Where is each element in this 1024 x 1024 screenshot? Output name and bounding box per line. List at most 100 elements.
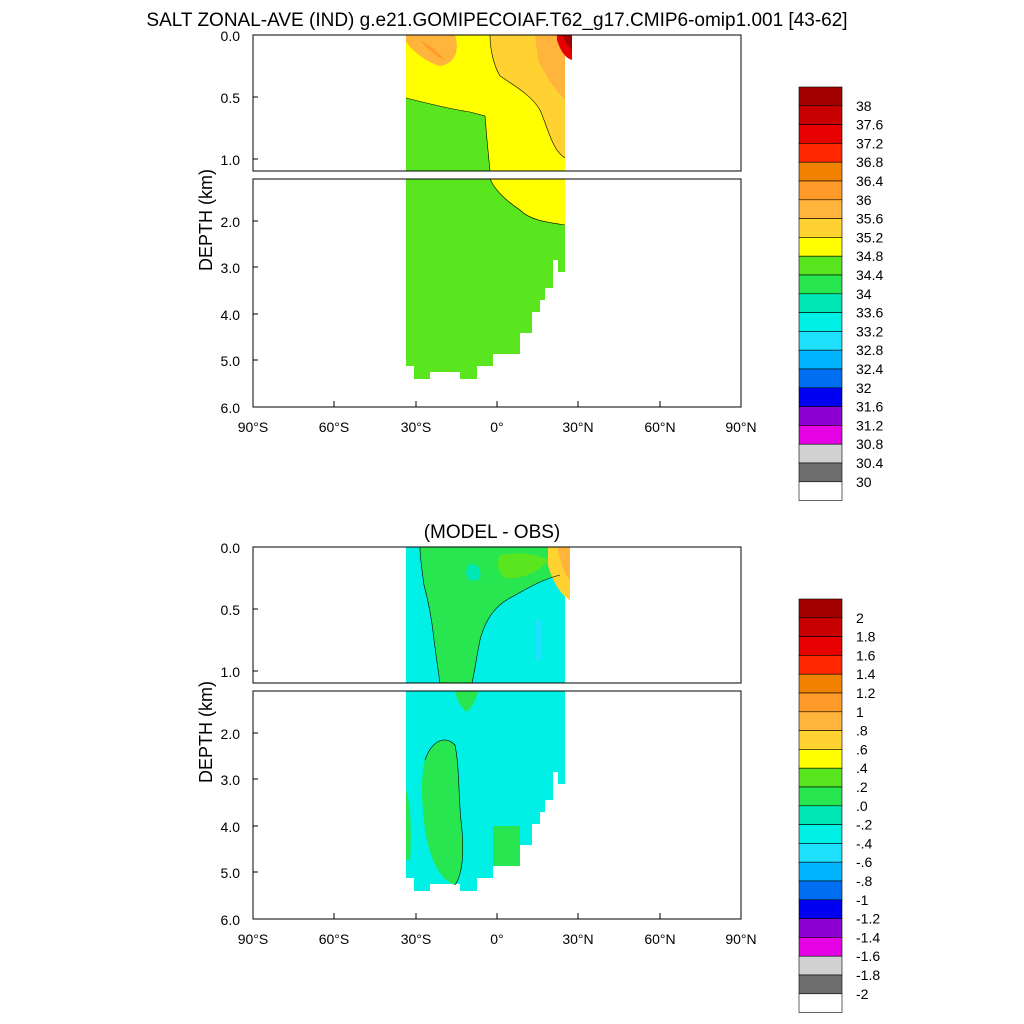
tick-label: 60°S [319, 419, 350, 435]
region-yellow-deep [490, 179, 565, 225]
colorbar-label: 33.2 [856, 323, 883, 339]
colorbar-swatch [798, 767, 843, 788]
colorbar-label: 36.8 [856, 154, 883, 170]
colorbar: 38 37.6 37.2 36.8 36.4 36 35.6 35.2 34.8 34.4 34 33… [798, 86, 883, 501]
tick-label: 90°N [725, 419, 756, 435]
contour-line [471, 574, 561, 684]
colorbar-label: .6 [856, 741, 868, 757]
tick-label: 0° [490, 419, 503, 435]
contour-line [424, 739, 464, 886]
colorbar-swatch [798, 312, 843, 332]
colorbar-label: 32.4 [856, 361, 883, 377]
colorbar-label: -.6 [856, 854, 873, 870]
tick-label: 60°S [319, 931, 350, 947]
colorbar-swatch [798, 730, 843, 750]
colorbar-label: .4 [856, 760, 868, 776]
tick-label: 30°S [401, 419, 432, 435]
colorbar-label: -1.6 [856, 948, 880, 964]
colorbar-label: .8 [856, 723, 868, 739]
colorbar-label: 31.6 [856, 399, 883, 415]
tick-label: 6.0 [221, 912, 241, 928]
region-orange [558, 547, 570, 580]
tick-label: 0.5 [221, 90, 241, 106]
colorbar-label: 1 [856, 704, 864, 720]
colorbar-label: 30.4 [856, 455, 883, 471]
tick-label: 60°N [644, 419, 675, 435]
colorbar-swatch [798, 105, 843, 125]
colorbar-label: 30 [856, 474, 872, 490]
colorbar-swatch [798, 786, 843, 807]
colorbar-swatch [798, 955, 843, 976]
colorbar-swatch [798, 425, 843, 445]
colorbar-swatch [798, 143, 843, 163]
colorbar-swatch [798, 349, 843, 370]
tick-label: 1.0 [221, 664, 241, 680]
colorbar-label: -1.8 [856, 967, 880, 983]
colorbar-swatch [798, 368, 843, 389]
colorbar-label: -1.4 [856, 929, 880, 945]
tick-label: 90°S [238, 419, 269, 435]
y-axis-label: DEPTH (km) [196, 681, 216, 783]
contour-field-upper [405, 34, 572, 172]
colorbar-label: -1 [856, 892, 869, 908]
colorbar-swatch [798, 749, 843, 769]
panel-salinity: SALT ZONAL-AVE (IND) g.e21.GOMIPECOIAF.T… [146, 10, 883, 501]
colorbar-label: .2 [856, 779, 868, 795]
region-green-deep [455, 691, 478, 712]
tick-label: 0.0 [221, 540, 241, 556]
tick-label: 60°N [644, 931, 675, 947]
tick-label: 90°N [725, 931, 756, 947]
x-axis: 90°S 60°S 30°S 0° 30°N 60°N 90°N [238, 913, 757, 947]
colorbar-label: 36 [856, 192, 872, 208]
colorbar-swatch [798, 617, 843, 637]
tick-label: 5.0 [221, 865, 241, 881]
colorbar-label: 34.4 [856, 267, 883, 283]
colorbar-label: 37.2 [856, 135, 883, 151]
colorbar-label: 31.2 [856, 417, 883, 433]
colorbar-swatch [798, 387, 843, 407]
region-cyan-pocket [536, 620, 541, 660]
contour-field-lower [406, 691, 565, 891]
plot-frame-upper [252, 546, 742, 684]
colorbar: 21.81.61.41.21.8.6.4.2.0-.2-.4-.6-.8-1-1… [798, 598, 880, 1013]
region-green-deep [421, 740, 463, 885]
colorbar-swatch [798, 274, 843, 295]
colorbar-swatch [798, 255, 843, 276]
colorbar-swatch [798, 843, 843, 863]
plot-frame-upper [252, 34, 742, 172]
colorbar-label: -.8 [856, 873, 873, 889]
colorbar-label: 32 [856, 380, 872, 396]
colorbar-swatch [798, 993, 843, 1013]
tick-label: 1.0 [221, 152, 241, 168]
colorbar-swatch [798, 180, 843, 201]
colorbar-swatch [798, 861, 843, 882]
colorbar-swatch [798, 462, 843, 483]
colorbar-swatch [798, 161, 843, 182]
tick-label: 30°N [562, 419, 593, 435]
region-lightgreen [497, 553, 548, 579]
colorbar-swatch [798, 598, 843, 619]
x-axis: 90°S 60°S 30°S 0° 30°N 60°N 90°N [238, 401, 757, 435]
tick-label: 3.0 [221, 772, 241, 788]
contour-line [419, 546, 441, 684]
colorbar-label: 2 [856, 610, 864, 626]
colorbar-swatch [798, 636, 843, 656]
colorbar-label: .0 [856, 798, 868, 814]
region-darkred [563, 35, 572, 50]
colorbar-label: -.4 [856, 835, 873, 851]
region-green-deep [493, 826, 520, 866]
tick-label: 0° [490, 931, 503, 947]
colorbar-label: 35.2 [856, 229, 883, 245]
region-cyan-pocket [466, 564, 481, 581]
colorbar-swatch [798, 880, 843, 901]
colorbar-swatch [798, 443, 843, 464]
colorbar-label: 36.4 [856, 173, 883, 189]
colorbar-label: -2 [856, 986, 869, 1002]
colorbar-label: 1.8 [856, 629, 876, 645]
region-darkorange [420, 40, 445, 60]
colorbar-swatch [798, 673, 843, 694]
colorbar-swatch [798, 974, 843, 995]
chart-title: (MODEL - OBS) [424, 522, 561, 543]
panel-difference: (MODEL - OBS) 0.0 0.5 1.0 [196, 522, 880, 1013]
contour-line [489, 34, 566, 159]
